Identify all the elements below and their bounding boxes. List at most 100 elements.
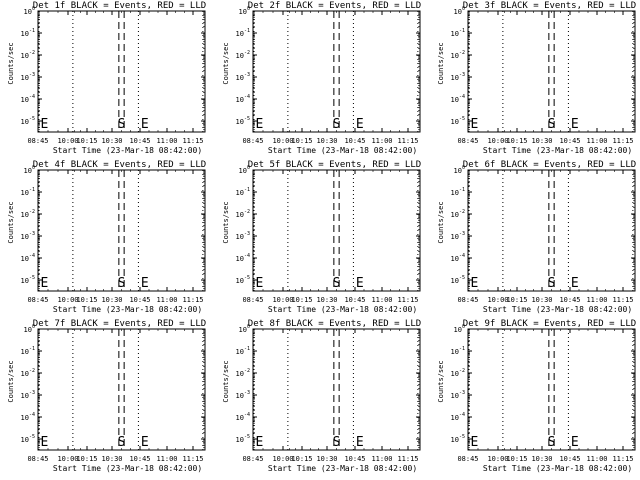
x-tick-label: 10:00	[57, 296, 78, 304]
event-marker-s: S	[333, 117, 341, 132]
x-tick-label: 11:15	[182, 296, 203, 304]
x-tick-label: 10:00	[272, 455, 293, 463]
y-tick-label: 10-4	[451, 412, 465, 422]
x-tick-label: 10:00	[487, 455, 508, 463]
x-tick-label: 08:45	[242, 296, 263, 304]
y-tick-label: 10-3	[21, 72, 35, 82]
detector-panel-5: Det 5f BLACK = Events, RED = LLD Counts/s…	[222, 160, 421, 314]
y-axis-label: Counts/sec	[7, 42, 15, 84]
x-axis-label: Start Time (23-Mar-18 08:42:00)	[53, 464, 202, 473]
x-tick-label: 10:15	[76, 137, 97, 145]
x-tick-label: 10:15	[76, 296, 97, 304]
x-tick-label: 08:45	[457, 137, 478, 145]
y-tick-label: 100	[24, 324, 35, 334]
y-tick-label: 10-1	[21, 346, 35, 356]
x-tick-label: 10:15	[506, 137, 527, 145]
y-tick-label: 10-5	[451, 275, 465, 285]
x-axis-label: Start Time (23-Mar-18 08:42:00)	[483, 305, 632, 314]
plot-frame	[467, 169, 636, 292]
detector-panel-7: Det 7f BLACK = Events, RED = LLD Counts/s…	[7, 319, 206, 473]
y-tick-label: 10-3	[236, 231, 250, 241]
event-marker-e: E	[256, 117, 264, 132]
x-tick-label: 11:15	[612, 137, 633, 145]
x-tick-label: 10:30	[531, 137, 552, 145]
x-tick-label: 10:00	[57, 455, 78, 463]
panel-title: Det 3f BLACK = Events, RED = LLD	[463, 1, 636, 11]
x-tick-label: 11:15	[612, 296, 633, 304]
y-tick-label: 10-1	[236, 346, 250, 356]
x-tick-label: 11:00	[371, 455, 392, 463]
x-tick-label: 11:00	[156, 137, 177, 145]
y-axis-label: Counts/sec	[222, 42, 230, 84]
y-tick-label: 100	[454, 324, 465, 334]
panel-title: Det 2f BLACK = Events, RED = LLD	[248, 1, 421, 11]
y-tick-label: 10-4	[451, 94, 465, 104]
y-tick-label: 10-4	[236, 253, 250, 263]
event-marker-e: E	[141, 276, 149, 291]
event-marker-e: E	[356, 117, 364, 132]
x-tick-label: 08:45	[27, 455, 48, 463]
plot-frame	[252, 169, 421, 292]
x-tick-label: 11:00	[156, 296, 177, 304]
x-tick-label: 11:00	[586, 296, 607, 304]
y-tick-label: 10-4	[451, 253, 465, 263]
event-marker-e: E	[41, 435, 49, 450]
y-tick-label: 10-2	[21, 209, 35, 219]
y-tick-label: 10-2	[451, 50, 465, 60]
y-tick-label: 10-2	[21, 368, 35, 378]
y-tick-label: 10-3	[451, 390, 465, 400]
x-tick-label: 10:45	[344, 296, 365, 304]
y-tick-label: 10-1	[236, 187, 250, 197]
event-marker-s: S	[548, 276, 556, 291]
plot-frame	[37, 10, 206, 133]
detector-panel-1: Det 1f BLACK = Events, RED = LLD Counts/s…	[7, 1, 206, 155]
x-tick-label: 10:30	[316, 455, 337, 463]
plot-frame	[467, 328, 636, 451]
plot-frame	[37, 169, 206, 292]
x-tick-label: 10:00	[57, 137, 78, 145]
x-tick-label: 11:15	[397, 296, 418, 304]
y-tick-label: 10-5	[236, 275, 250, 285]
y-tick-label: 100	[454, 6, 465, 16]
x-tick-label: 08:45	[27, 137, 48, 145]
event-marker-e: E	[571, 117, 579, 132]
y-tick-label: 10-3	[451, 231, 465, 241]
y-tick-label: 10-1	[451, 28, 465, 38]
y-tick-label: 10-2	[236, 50, 250, 60]
event-marker-e: E	[571, 435, 579, 450]
x-tick-label: 11:00	[371, 137, 392, 145]
detector-panel-8: Det 8f BLACK = Events, RED = LLD Counts/s…	[222, 319, 421, 473]
y-tick-label: 10-3	[236, 72, 250, 82]
y-tick-label: 10-5	[451, 434, 465, 444]
x-tick-label: 11:00	[586, 455, 607, 463]
panel-title: Det 1f BLACK = Events, RED = LLD	[33, 1, 206, 11]
y-tick-label: 10-5	[21, 434, 35, 444]
event-marker-e: E	[356, 276, 364, 291]
y-tick-label: 100	[454, 165, 465, 175]
y-tick-label: 10-4	[21, 253, 35, 263]
x-axis-label: Start Time (23-Mar-18 08:42:00)	[268, 305, 417, 314]
y-axis-label: Counts/sec	[437, 201, 445, 243]
plot-frame	[37, 328, 206, 451]
plot-frame	[467, 10, 636, 133]
y-tick-label: 100	[239, 165, 250, 175]
x-tick-label: 10:45	[129, 296, 150, 304]
y-axis-label: Counts/sec	[7, 201, 15, 243]
x-tick-label: 10:30	[101, 137, 122, 145]
event-marker-e: E	[571, 276, 579, 291]
y-tick-label: 10-2	[451, 209, 465, 219]
event-marker-e: E	[141, 117, 149, 132]
event-marker-e: E	[471, 276, 479, 291]
y-tick-label: 10-5	[451, 116, 465, 126]
y-tick-label: 10-1	[451, 187, 465, 197]
x-tick-label: 10:45	[559, 296, 580, 304]
event-marker-e: E	[256, 276, 264, 291]
y-tick-label: 10-5	[21, 116, 35, 126]
y-axis-label: Counts/sec	[7, 360, 15, 402]
x-tick-label: 10:15	[76, 455, 97, 463]
x-tick-label: 10:45	[344, 137, 365, 145]
event-marker-s: S	[548, 117, 556, 132]
panel-title: Det 7f BLACK = Events, RED = LLD	[33, 319, 206, 329]
event-marker-e: E	[256, 435, 264, 450]
